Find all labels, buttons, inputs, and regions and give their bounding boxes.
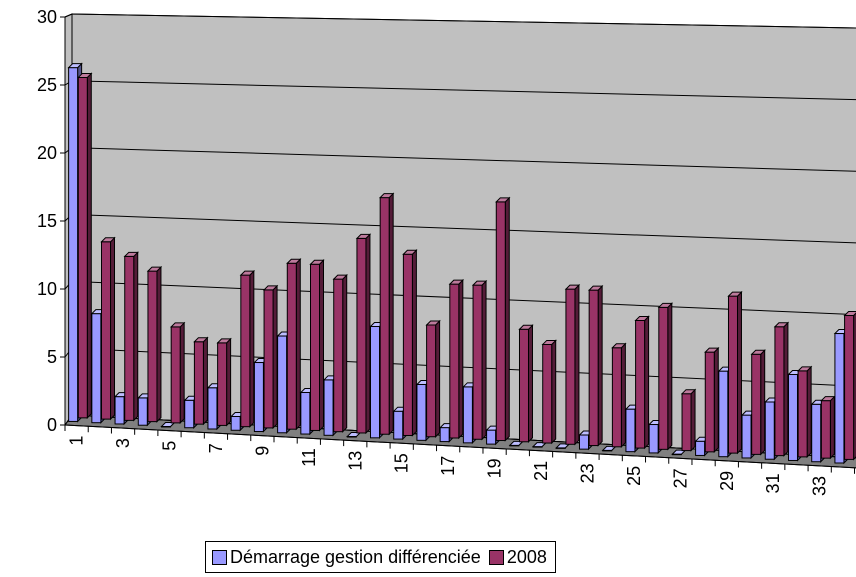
bar-series-2 <box>286 258 302 431</box>
bars <box>67 62 856 465</box>
x-tick-label: 25 <box>624 466 644 486</box>
bar-series-2 <box>634 315 650 450</box>
x-tick-label: 11 <box>299 448 319 467</box>
bar-series-2 <box>262 284 279 430</box>
bar-series-1 <box>508 440 525 447</box>
bar-series-2 <box>123 251 139 422</box>
legend-label-series-2: 2008 <box>506 546 547 567</box>
x-tick-label: 27 <box>670 468 690 488</box>
bar-series-2 <box>611 342 627 449</box>
bar-series-2 <box>657 302 674 451</box>
bar-series-2 <box>843 311 856 461</box>
legend: Démarrage gestion différenciée 2008 <box>205 541 556 573</box>
bar-series-2 <box>193 336 209 426</box>
y-tick-label: 20 <box>37 143 57 163</box>
bar-series-2 <box>169 321 186 425</box>
x-tick-label: 3 <box>113 438 133 448</box>
bar-series-2 <box>750 349 766 456</box>
y-tick-label: 5 <box>47 347 57 367</box>
bar-series-2 <box>541 339 557 445</box>
x-tick-label: 21 <box>531 461 551 481</box>
y-tick-connector <box>64 13 73 18</box>
y-tick-label: 25 <box>37 75 57 95</box>
legend-swatch-series-1 <box>212 549 227 565</box>
y-tick-label: 0 <box>47 415 57 435</box>
bar-series-2 <box>355 233 372 435</box>
bar-series-2 <box>704 346 720 454</box>
bar-series-2 <box>448 278 465 440</box>
bar-series-2 <box>239 269 256 428</box>
x-axis-line <box>64 424 856 469</box>
y-tick-label: 10 <box>37 279 57 299</box>
x-tick-label: 19 <box>485 458 505 478</box>
bar-series-2 <box>587 284 604 447</box>
gridline <box>71 13 856 29</box>
x-tick-label: 15 <box>392 453 412 473</box>
y-axis: 0 5 10 15 20 25 30 <box>37 7 73 435</box>
bar-series-2 <box>796 365 813 459</box>
gridline <box>71 80 856 101</box>
bar-series-2 <box>146 265 163 423</box>
x-tick-label: 33 <box>810 476 830 496</box>
gridline <box>71 147 856 172</box>
x-tick-label: 23 <box>577 463 597 483</box>
bar-series-2 <box>100 236 116 421</box>
x-tick-label: 5 <box>159 441 179 451</box>
bar-series-2 <box>77 72 93 420</box>
x-tick-label: 7 <box>206 443 226 453</box>
bar-series-2 <box>378 192 395 436</box>
bar-series-2 <box>495 196 511 442</box>
x-tick-label: 13 <box>345 451 365 471</box>
bar-series-2 <box>773 321 790 457</box>
x-tick-label: 31 <box>763 473 783 493</box>
legend-label-series-1: Démarrage gestion différenciée <box>230 546 481 567</box>
y-tick-label: 15 <box>37 211 57 231</box>
y-tick-label: 30 <box>37 7 57 27</box>
bar-series-2 <box>518 324 534 443</box>
legend-item-series-2: 2008 <box>488 546 547 568</box>
gridline <box>71 214 856 244</box>
legend-item-series-1: Démarrage gestion différenciée <box>212 547 481 568</box>
legend-swatch-series-2 <box>488 549 504 565</box>
bar-series-2 <box>402 249 418 437</box>
x-tick-label: 1 <box>67 436 87 446</box>
x-axis: 1 3 5 7 9 11 13 15 17 19 21 23 25 27 29 31 33 <box>64 424 856 496</box>
bar-series-2 <box>471 279 488 441</box>
x-tick-label: 17 <box>438 456 458 476</box>
x-tick-label: 29 <box>717 471 737 491</box>
bar-series-2 <box>727 290 743 455</box>
bar-series-2 <box>309 259 325 432</box>
bar-series-2 <box>820 395 836 460</box>
bar-series-2 <box>680 388 697 452</box>
gridline <box>71 280 856 316</box>
bar-series-2 <box>216 337 232 427</box>
bar-series-2 <box>332 273 348 433</box>
bar-series-2 <box>564 283 581 446</box>
x-tick-label: 9 <box>252 446 272 456</box>
bar-series-2 <box>425 319 441 438</box>
